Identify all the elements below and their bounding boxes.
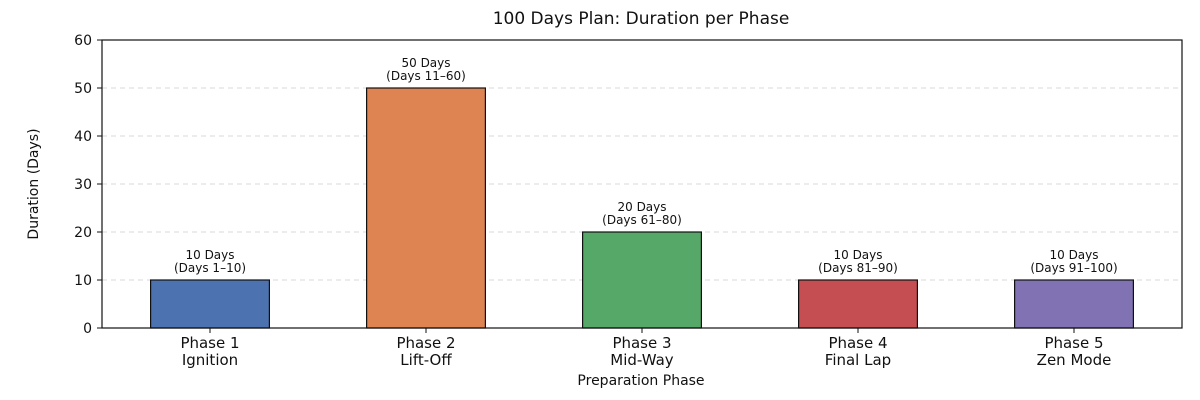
y-tick-label: 30 (74, 177, 92, 193)
x-tick-label: Final Lap (825, 351, 891, 369)
bar-value-label: 10 Days (1049, 248, 1098, 262)
x-tick-label: Zen Mode (1037, 351, 1112, 369)
bar-value-label: (Days 61–80) (602, 213, 682, 227)
bar (797, 279, 918, 329)
bar-value-label: 20 Days (617, 200, 666, 214)
y-tick-label: 60 (74, 33, 92, 49)
y-tick-label: 20 (74, 225, 92, 241)
y-tick-label: 40 (74, 129, 92, 145)
x-tick-label: Phase 3 (612, 334, 671, 352)
bar-value-label: 10 Days (185, 248, 234, 262)
data-labels: 10 Days(Days 1–10)50 Days(Days 11–60)20 … (174, 56, 1118, 275)
bar (150, 279, 271, 329)
x-tick-label: Phase 2 (396, 334, 455, 352)
chart-title: 100 Days Plan: Duration per Phase (493, 9, 790, 29)
bar (581, 231, 702, 329)
x-tick-label: Phase 4 (828, 334, 887, 352)
x-tick-label: Phase 5 (1044, 334, 1103, 352)
x-tick-label: Lift-Off (400, 351, 452, 369)
grid (102, 87, 1182, 281)
x-tick-label: Mid-Way (610, 351, 673, 369)
y-tick-label: 0 (83, 321, 92, 337)
y-tick-label: 50 (74, 81, 92, 97)
y-axis: 0 10 20 30 40 50 60 (74, 33, 102, 337)
bars (150, 87, 1134, 329)
bar-value-label: (Days 11–60) (386, 69, 466, 83)
bar-value-label: (Days 1–10) (174, 261, 246, 275)
y-axis-label: Duration (Days) (26, 128, 42, 239)
bar-value-label: 10 Days (833, 248, 882, 262)
bar (366, 87, 487, 329)
bar-value-label: (Days 91–100) (1030, 261, 1117, 275)
x-axis-label: Preparation Phase (577, 373, 704, 389)
x-tick-label: Phase 1 (180, 334, 239, 352)
bar-value-label: 50 Days (401, 56, 450, 70)
x-tick-label: Ignition (182, 351, 238, 369)
y-tick-label: 10 (74, 273, 92, 289)
bar (1013, 279, 1134, 329)
bar-value-label: (Days 81–90) (818, 261, 898, 275)
